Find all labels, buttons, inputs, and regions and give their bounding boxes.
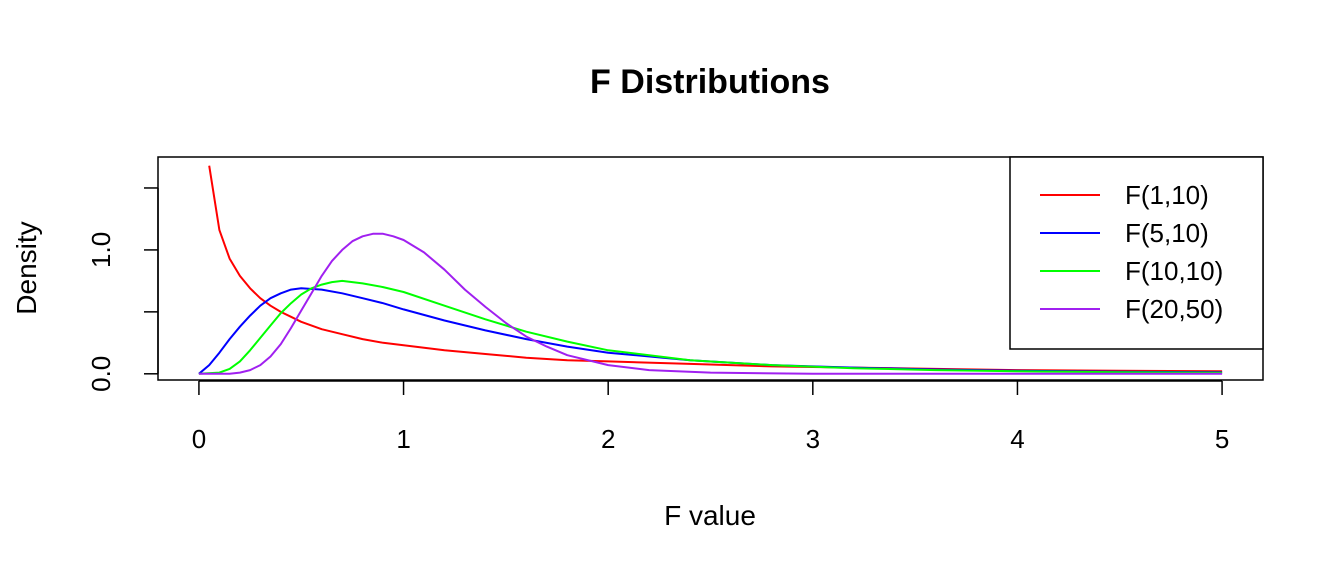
y-tick-label: 0.0: [86, 356, 116, 392]
x-tick-label: 5: [1215, 424, 1229, 454]
series-line-2: [198, 279, 1223, 375]
x-axis: 0 1 2 3 4 5: [192, 380, 1229, 454]
x-tick-label: 2: [601, 424, 615, 454]
legend-label: F(20,50): [1125, 294, 1223, 324]
x-tick-label: 0: [192, 424, 206, 454]
y-axis-label: Density: [11, 221, 42, 314]
legend-box: [1009, 156, 1264, 350]
series-layer: [198, 165, 1223, 375]
x-axis-label: F value: [664, 500, 756, 531]
y-axis: 0.0 1.0: [86, 187, 159, 392]
chart-title: F Distributions: [590, 63, 830, 101]
x-tick-label: 4: [1010, 424, 1024, 454]
legend: F(1,10) F(5,10) F(10,10) F(20,50): [1009, 156, 1264, 350]
x-tick-label: 3: [806, 424, 820, 454]
series-line-3: [198, 232, 1223, 375]
legend-label: F(1,10): [1125, 180, 1209, 210]
legend-label: F(5,10): [1125, 218, 1209, 248]
x-tick-label: 1: [396, 424, 410, 454]
y-tick-label: 1.0: [86, 232, 116, 268]
legend-label: F(10,10): [1125, 256, 1223, 286]
